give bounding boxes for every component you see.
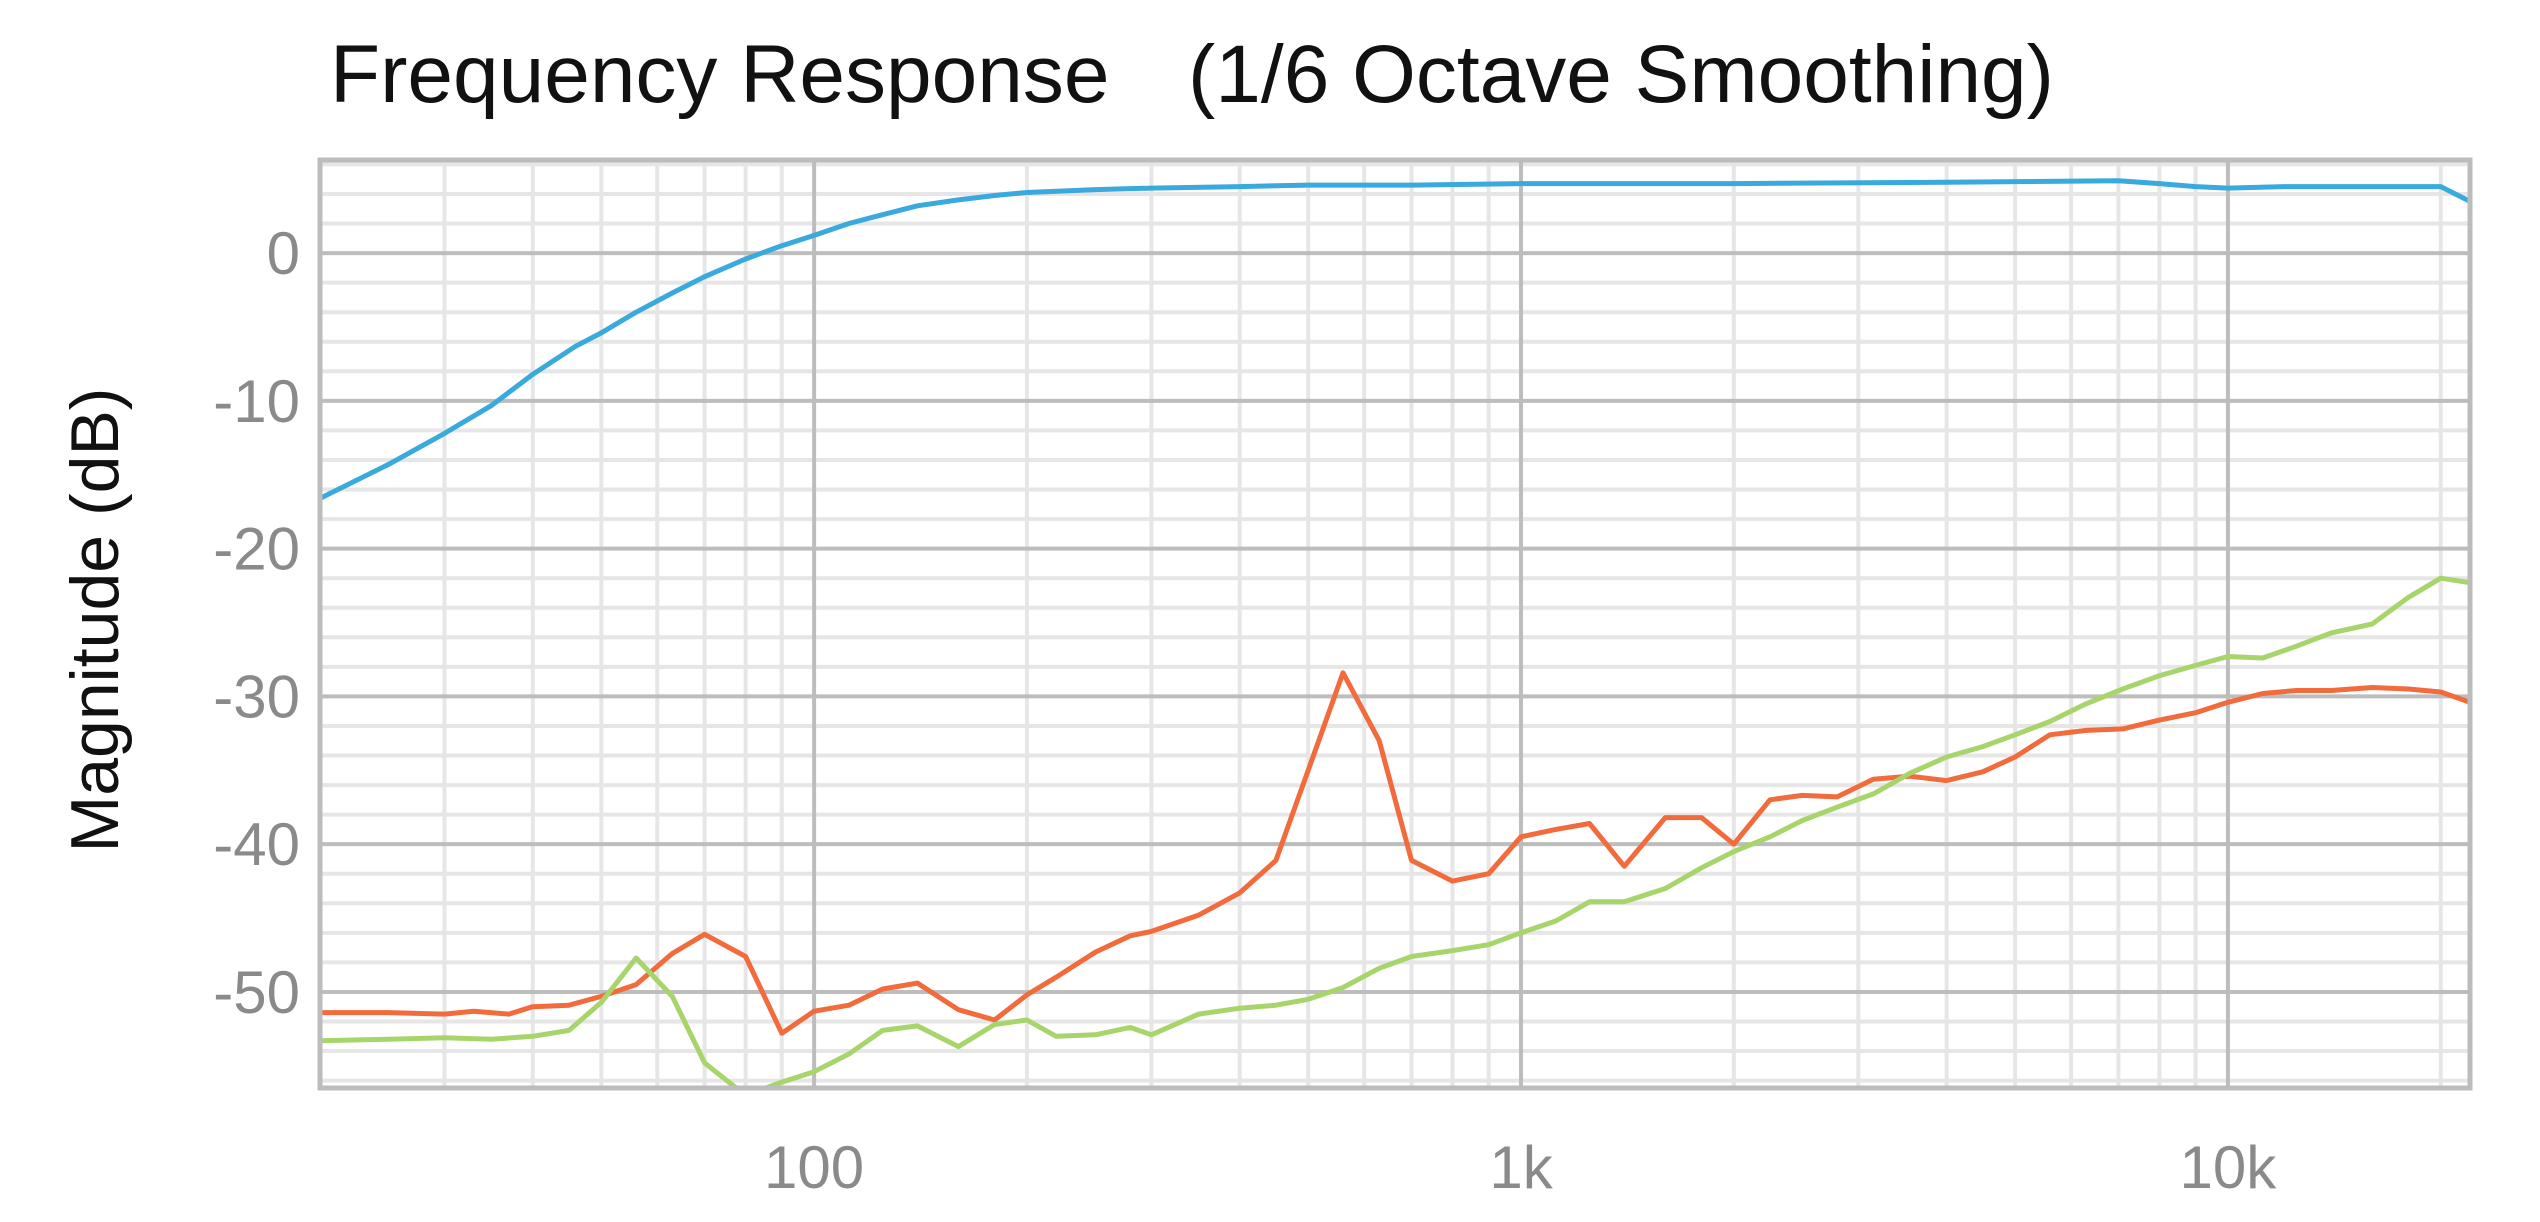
x-tick-label: 100 <box>764 1134 864 1201</box>
minor-grid <box>318 160 2470 1088</box>
series-lines <box>320 178 2470 1088</box>
y-axis-label: Magnitude (dB) <box>57 388 133 853</box>
y-tick-label: 0 <box>267 220 300 287</box>
chart-title: Frequency Response <box>330 29 1109 120</box>
y-tick-labels: 0 -10 -20 -30 -40 -50 <box>213 220 300 1026</box>
x-tick-labels: 100 1k 10k <box>764 1134 2277 1201</box>
major-grid <box>320 160 2470 1088</box>
x-tick-label: 1k <box>1489 1134 1553 1201</box>
series-line-2 <box>320 670 2470 1036</box>
plot-area-frame <box>317 157 2473 1091</box>
y-tick-label: -50 <box>213 959 300 1026</box>
y-tick-label: -30 <box>213 663 300 730</box>
chart-subtitle: (1/6 Octave Smoothing) <box>1188 29 2054 120</box>
y-tick-label: -40 <box>213 811 300 878</box>
x-tick-label: 10k <box>2180 1134 2278 1201</box>
series-line-3 <box>320 575 2470 1088</box>
series-line-1 <box>320 178 2470 501</box>
y-tick-label: -20 <box>213 516 300 583</box>
y-tick-label: -10 <box>213 368 300 435</box>
